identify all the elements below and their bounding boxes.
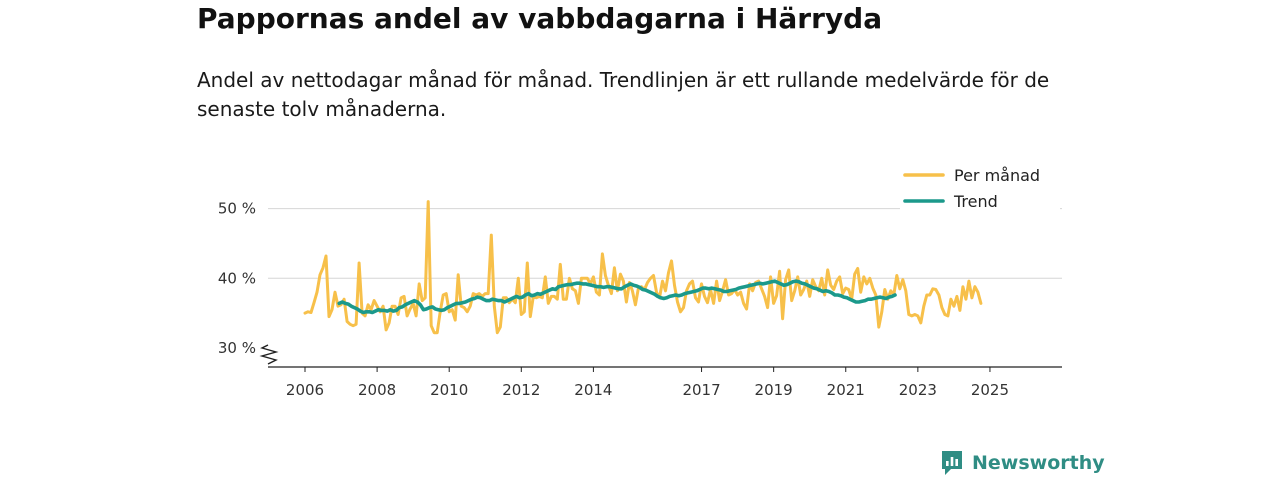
x-tick-label: 2010 bbox=[430, 381, 468, 399]
legend-label: Trend bbox=[953, 192, 998, 211]
chart-title: Pappornas andel av vabbdagarna i Härryda bbox=[197, 2, 883, 35]
x-tick-label: 2006 bbox=[286, 381, 324, 399]
y-tick-label: 50 % bbox=[218, 200, 256, 218]
series-lines bbox=[303, 200, 983, 335]
x-tick-label: 2017 bbox=[682, 381, 720, 399]
legend-label: Per månad bbox=[954, 166, 1040, 185]
x-tick-label: 2021 bbox=[827, 381, 865, 399]
gridlines bbox=[268, 208, 1062, 279]
legend: Per månad Trend bbox=[900, 160, 1060, 214]
brand-logo: Newsworthy bbox=[940, 450, 1105, 476]
x-tick-label: 2019 bbox=[755, 381, 793, 399]
axis-break-icon bbox=[259, 344, 279, 365]
brand-name: Newsworthy bbox=[972, 452, 1105, 474]
series-line-trend bbox=[337, 279, 897, 315]
y-tick-label: 30 % bbox=[218, 339, 256, 357]
y-axis-ticks: 30 % 40 % 50 % bbox=[218, 200, 256, 357]
series-line-per-manad bbox=[303, 200, 983, 335]
chart-subtitle: Andel av nettodagar månad för månad. Tre… bbox=[197, 68, 1050, 121]
x-tick-label: 2012 bbox=[502, 381, 540, 399]
y-tick-label: 40 % bbox=[218, 269, 256, 287]
newsworthy-logo-icon bbox=[942, 451, 962, 475]
legend-background bbox=[900, 160, 1060, 214]
x-tick-label: 2025 bbox=[971, 381, 1009, 399]
x-tick-label: 2014 bbox=[574, 381, 612, 399]
x-tick-label: 2008 bbox=[358, 381, 396, 399]
x-tick-label: 2023 bbox=[899, 381, 937, 399]
x-axis-ticks: 2006 2008 2010 2012 2014 2017 2019 2021 2023 2025 bbox=[286, 367, 1009, 399]
x-axis bbox=[259, 344, 1062, 368]
